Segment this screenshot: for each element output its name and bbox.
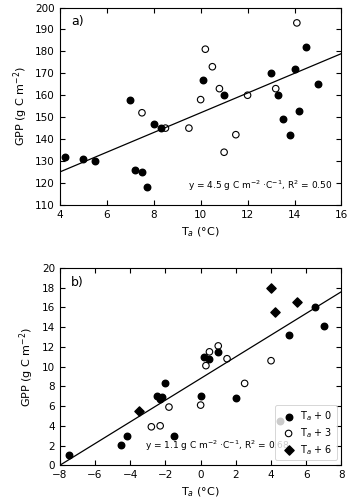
Point xyxy=(280,115,285,123)
Point xyxy=(221,91,227,99)
T$_a$ + 0 xyxy=(159,393,165,401)
T$_a$ + 0 xyxy=(119,441,124,449)
T$_a$ + 3 xyxy=(198,401,203,409)
T$_a$ + 3 xyxy=(242,379,247,387)
T$_a$ + 0 xyxy=(157,395,163,403)
Point xyxy=(62,152,67,160)
T$_a$ + 6 xyxy=(268,284,274,292)
T$_a$ + 3 xyxy=(157,422,163,430)
Point xyxy=(92,157,98,165)
Point xyxy=(303,43,309,51)
Point xyxy=(287,131,293,139)
Point xyxy=(186,124,192,132)
Point xyxy=(163,124,168,132)
Point xyxy=(292,65,297,73)
T$_a$ + 0 xyxy=(198,392,203,400)
T$_a$ + 0 xyxy=(286,331,291,339)
T$_a$ + 3 xyxy=(149,423,154,431)
T$_a$ + 0 xyxy=(163,379,168,387)
T$_a$ + 0 xyxy=(124,432,130,440)
X-axis label: T$_a$ (°C): T$_a$ (°C) xyxy=(181,486,220,499)
Point xyxy=(200,76,206,84)
T$_a$ + 0 xyxy=(171,432,177,440)
Point xyxy=(81,155,86,163)
Text: y = 1.1 g C m$^{-2}$ ·C$^{-1}$, R$^2$ = 0.68: y = 1.1 g C m$^{-2}$ ·C$^{-1}$, R$^2$ = … xyxy=(145,439,290,453)
Point xyxy=(315,80,321,89)
Point xyxy=(275,91,281,99)
Text: b): b) xyxy=(71,276,84,289)
Point xyxy=(158,124,164,132)
Point xyxy=(198,96,203,104)
Y-axis label: GPP (g C m$^{-2}$): GPP (g C m$^{-2}$) xyxy=(18,326,36,406)
Point xyxy=(139,109,145,117)
T$_a$ + 0 xyxy=(66,451,71,459)
Point xyxy=(151,120,157,128)
T$_a$ + 3 xyxy=(268,357,274,365)
Point xyxy=(273,85,278,93)
T$_a$ + 0 xyxy=(233,394,239,402)
T$_a$ + 3 xyxy=(207,348,212,356)
T$_a$ + 6 xyxy=(136,407,142,415)
Point xyxy=(127,96,133,104)
T$_a$ + 0 xyxy=(277,417,283,425)
Point xyxy=(245,91,250,99)
T$_a$ + 0 xyxy=(312,303,318,311)
Point xyxy=(139,168,145,176)
T$_a$ + 6 xyxy=(295,297,300,305)
T$_a$ + 3 xyxy=(215,342,221,350)
T$_a$ + 0 xyxy=(201,353,207,361)
T$_a$ + 6 xyxy=(272,308,277,316)
Point xyxy=(233,131,239,139)
Point xyxy=(221,148,227,156)
T$_a$ + 3 xyxy=(203,362,209,370)
T$_a$ + 3 xyxy=(224,355,230,363)
Text: y = 4.5 g C m$^{-2}$ ·C$^{-1}$, R$^2$ = 0.50: y = 4.5 g C m$^{-2}$ ·C$^{-1}$, R$^2$ = … xyxy=(188,179,333,193)
Point xyxy=(202,45,208,53)
T$_a$ + 0 xyxy=(154,392,159,400)
Y-axis label: GPP (g C m$^{-2}$): GPP (g C m$^{-2}$) xyxy=(11,66,30,146)
Point xyxy=(294,19,300,27)
Point xyxy=(268,69,274,77)
Point xyxy=(209,63,215,71)
Point xyxy=(216,85,222,93)
Point xyxy=(132,166,138,174)
X-axis label: T$_a$ (°C): T$_a$ (°C) xyxy=(181,225,220,239)
T$_a$ + 0 xyxy=(321,322,327,330)
T$_a$ + 3 xyxy=(166,403,172,411)
Point xyxy=(144,183,150,191)
Legend: T$_a$ + 0, T$_a$ + 3, T$_a$ + 6: T$_a$ + 0, T$_a$ + 3, T$_a$ + 6 xyxy=(275,405,337,460)
Text: a): a) xyxy=(71,16,84,29)
T$_a$ + 0 xyxy=(207,355,212,363)
Point xyxy=(296,107,302,115)
T$_a$ + 0 xyxy=(215,348,221,356)
